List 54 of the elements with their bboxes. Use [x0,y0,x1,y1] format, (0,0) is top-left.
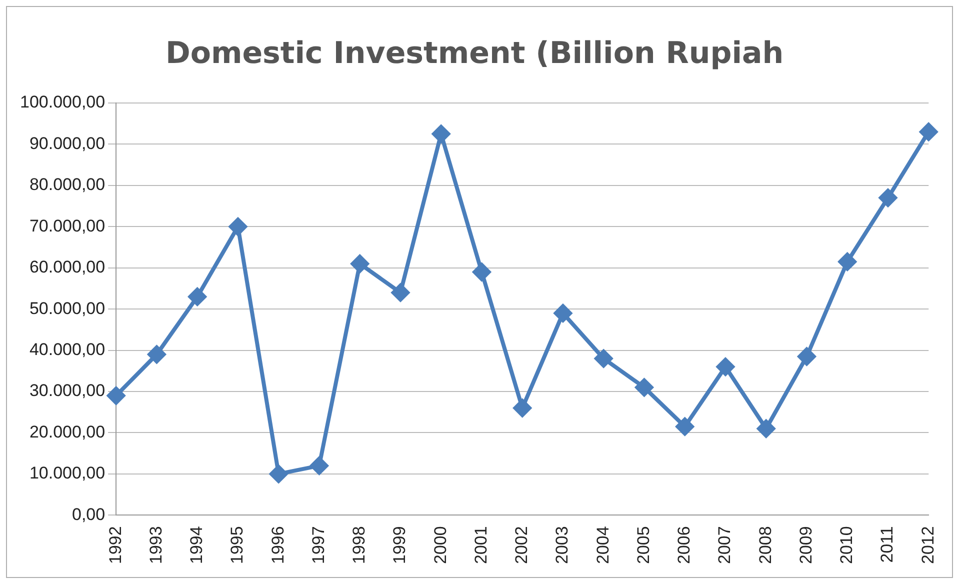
x-tick-label: 2001 [471,526,490,564]
x-tick-label: 2011 [878,526,897,563]
point [838,252,856,271]
x-tick-label: 1992 [106,526,125,564]
point [716,358,734,376]
x-tick-label: 1995 [228,526,247,564]
y-tick-label: 80.000,00 [29,175,106,194]
point [635,378,654,396]
y-tick-label: 20.000,00 [29,422,106,442]
point [188,288,206,306]
x-tick-label: 1994 [187,526,206,564]
point [228,218,247,236]
point [513,399,532,418]
y-tick-label: 10.000,00 [29,464,106,483]
point [920,122,938,141]
y-tick-label: 0,00 [72,504,106,524]
x-tick-label: 2003 [552,526,572,564]
y-tick-label: 60.000,00 [29,258,106,277]
y-tick-label: 40.000,00 [29,340,106,359]
point [432,124,450,143]
point [270,464,288,483]
point [878,188,897,207]
point [391,284,410,302]
x-tick-label: 2000 [430,526,450,564]
point [350,254,369,273]
x-tick-label: 2010 [837,526,856,564]
chart-title: Domestic Investment (Billion Rupiah [165,36,784,71]
point [554,304,572,322]
x-tick-label: 2012 [918,526,938,564]
y-tick-label: 50.000,00 [29,298,106,318]
x-tick-label: 1999 [390,526,410,564]
point [757,420,776,438]
point [472,262,491,281]
point [107,386,126,405]
x-tick-label: 1997 [308,526,328,564]
x-tick-label: 2004 [593,526,612,564]
y-tick-label: 30.000,00 [29,381,106,400]
point [310,456,328,475]
x-tick-label: 2005 [634,526,653,564]
x-tick-label: 2007 [715,526,734,564]
x-tick-label: 2009 [796,526,816,564]
x-tick-label: 2008 [756,526,775,564]
point [676,418,694,436]
y-tick-label: 70.000,00 [29,216,106,236]
x-tick-label: 1996 [268,526,288,564]
x-tick-label: 2002 [512,526,532,564]
x-tick-label: 1998 [350,526,369,564]
y-tick-label: 100.000,00 [20,92,106,112]
x-tick-label: 2006 [674,526,694,564]
x-tick-label: 1993 [146,526,166,564]
point [798,347,816,366]
y-tick-label: 90.000,00 [29,134,106,153]
point [148,345,166,364]
point [594,350,613,368]
